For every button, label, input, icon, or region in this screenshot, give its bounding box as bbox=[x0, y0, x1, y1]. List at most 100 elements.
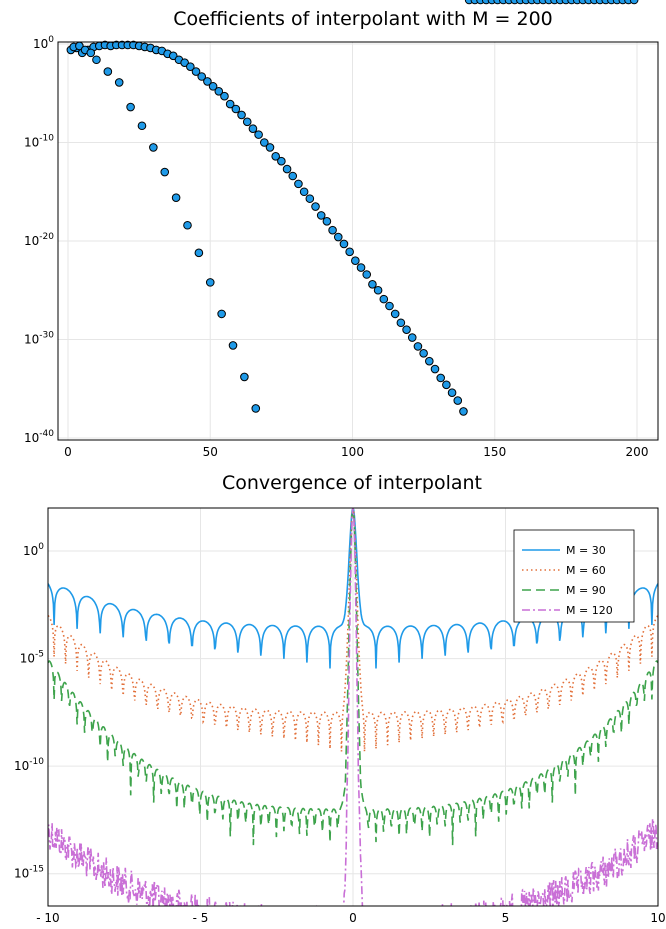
data-point bbox=[385, 301, 394, 311]
data-point bbox=[203, 77, 212, 86]
plot-frame bbox=[47, 507, 659, 907]
legend: M = 30 M = 60 M = 90 M = 120 bbox=[513, 529, 635, 623]
tick-labels: - 10 - 5 0 5 10 10-15 10-10 10-5 100 bbox=[14, 542, 666, 925]
plot-frame bbox=[57, 41, 659, 441]
y-tick-label: 10-10 bbox=[24, 134, 54, 150]
y-tick-label: 100 bbox=[23, 542, 44, 558]
data-point bbox=[311, 202, 320, 211]
x-tick-label: 5 bbox=[502, 911, 510, 925]
data-point bbox=[149, 143, 158, 152]
y-tick-label: 10-15 bbox=[14, 865, 44, 881]
data-point bbox=[254, 130, 263, 139]
data-point bbox=[333, 232, 343, 242]
data-point bbox=[205, 278, 215, 287]
series-line bbox=[48, 508, 658, 906]
x-tick-label: 200 bbox=[626, 445, 649, 459]
data-point bbox=[217, 309, 226, 319]
data-point bbox=[114, 78, 124, 87]
data-point bbox=[390, 309, 400, 319]
data-point bbox=[186, 62, 195, 71]
coefficients-chart: Coefficients of interpolant with M = 200… bbox=[24, 0, 659, 459]
data-point bbox=[345, 247, 354, 257]
tick-labels: 0 50 100 150 200 10-40 10-30 10-20 10-10 100 bbox=[24, 35, 648, 459]
data-point bbox=[260, 138, 269, 147]
data-point bbox=[629, 0, 639, 5]
data-point bbox=[299, 187, 309, 197]
data-point bbox=[430, 364, 440, 374]
y-tick-label: 100 bbox=[33, 35, 54, 51]
data-point bbox=[214, 86, 224, 96]
y-tick-label: 10-30 bbox=[24, 331, 54, 347]
data-point bbox=[402, 325, 411, 334]
data-point bbox=[251, 404, 261, 413]
data-point bbox=[180, 58, 189, 68]
data-point bbox=[277, 156, 286, 166]
data-point bbox=[194, 248, 204, 258]
data-point bbox=[191, 67, 201, 76]
data-points bbox=[66, 0, 639, 416]
data-point bbox=[242, 117, 252, 127]
data-point bbox=[459, 407, 468, 416]
data-point bbox=[197, 72, 207, 81]
data-point bbox=[368, 280, 377, 289]
y-tick-label: 10-20 bbox=[24, 232, 54, 248]
x-tick-label: - 5 bbox=[193, 911, 209, 925]
data-point bbox=[126, 102, 135, 112]
data-point bbox=[86, 48, 96, 58]
data-point bbox=[425, 356, 434, 366]
data-point bbox=[228, 341, 238, 350]
data-point bbox=[419, 348, 428, 358]
data-point bbox=[231, 104, 241, 114]
data-point bbox=[362, 270, 372, 279]
data-point bbox=[316, 211, 326, 220]
data-point bbox=[183, 220, 192, 230]
data-point bbox=[137, 121, 147, 131]
y-tick-label: 10-10 bbox=[14, 757, 44, 773]
data-point bbox=[168, 51, 178, 61]
data-point bbox=[328, 225, 337, 235]
x-tick-label: 10 bbox=[650, 911, 665, 925]
x-tick-label: 0 bbox=[64, 445, 72, 459]
data-point bbox=[171, 193, 181, 202]
x-tick-label: 50 bbox=[203, 445, 218, 459]
y-tick-label: 10-5 bbox=[20, 650, 44, 666]
data-point bbox=[282, 164, 292, 174]
data-point bbox=[413, 342, 423, 351]
x-tick-label: 150 bbox=[483, 445, 506, 459]
data-point bbox=[339, 239, 349, 249]
data-point bbox=[265, 143, 275, 152]
x-tick-label: - 10 bbox=[36, 911, 59, 925]
x-tick-label: 0 bbox=[349, 911, 357, 925]
data-point bbox=[208, 82, 218, 91]
legend-box bbox=[513, 529, 635, 623]
chart-title: Convergence of interpolant bbox=[222, 472, 482, 494]
data-point bbox=[240, 372, 249, 382]
data-point bbox=[379, 294, 389, 304]
data-point bbox=[225, 99, 235, 109]
legend-label: M = 30 bbox=[566, 544, 606, 557]
data-point bbox=[453, 396, 463, 405]
data-point bbox=[351, 256, 360, 266]
y-tick-label: 10-40 bbox=[24, 429, 54, 445]
data-point bbox=[248, 124, 258, 134]
data-point bbox=[305, 194, 315, 203]
data-point bbox=[356, 263, 366, 272]
chart-title: Coefficients of interpolant with M = 200 bbox=[173, 8, 553, 30]
data-point bbox=[288, 171, 298, 181]
grid bbox=[58, 42, 658, 440]
series-line bbox=[48, 508, 658, 846]
data-point bbox=[447, 388, 457, 397]
data-point bbox=[160, 167, 170, 177]
data-point bbox=[271, 151, 280, 161]
data-point bbox=[220, 91, 229, 101]
data-point bbox=[373, 285, 383, 295]
convergence-chart: Convergence of interpolant - 10 - 5 0 5 10 10… bbox=[14, 472, 666, 925]
data-point bbox=[436, 373, 445, 383]
data-point bbox=[442, 380, 451, 390]
data-point bbox=[407, 333, 417, 342]
data-point bbox=[396, 318, 406, 328]
x-tick-label: 100 bbox=[341, 445, 364, 459]
data-point bbox=[322, 217, 332, 226]
legend-label: M = 90 bbox=[566, 584, 606, 597]
